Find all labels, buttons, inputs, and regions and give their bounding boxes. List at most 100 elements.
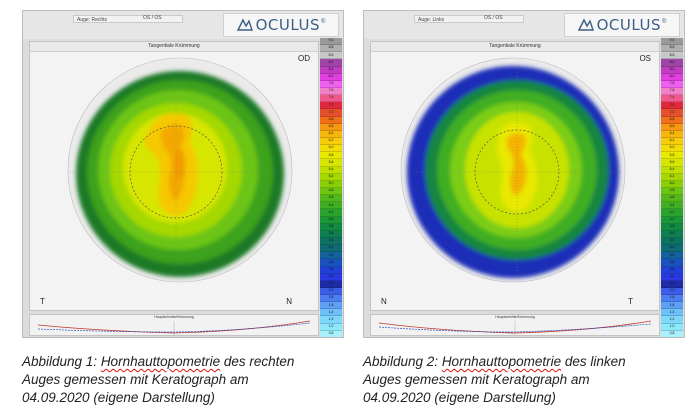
caption-line-2: Auges gemessen mit Keratograph am xyxy=(22,372,249,387)
color-scale-cell: 7,0 xyxy=(320,109,342,117)
meridian-graph: Hauptschnitte/Krümmung xyxy=(29,314,319,336)
color-scale-cell: 8,4 xyxy=(320,59,342,67)
color-scale-cell: 5,2 xyxy=(320,173,342,181)
color-scale-cell: 3,6 xyxy=(320,230,342,238)
eye-label: OD xyxy=(298,54,310,63)
color-scale-cell: 2,0 xyxy=(320,287,342,296)
color-scale-cell: 7,6 xyxy=(661,87,683,96)
color-scale-cell: 4,8 xyxy=(320,187,342,196)
color-scale-cell: 7,0 xyxy=(661,109,683,117)
color-scale-cell: 7,6 xyxy=(320,87,342,96)
oculus-logo-mark-icon xyxy=(236,18,253,31)
meridian-curves xyxy=(37,320,311,335)
color-scale-cell: 1,0 xyxy=(661,323,683,331)
color-scale-cell: 2,4 xyxy=(661,273,683,281)
color-scale-cell: 1,6 xyxy=(661,302,683,310)
color-scale-cell: 7,2 xyxy=(320,102,342,110)
color-scale-cell: 3,4 xyxy=(320,237,342,246)
color-scale-cell: 6,8 xyxy=(661,116,683,124)
color-scale: 9,0 8,8 8,6 8,4 8,2 8,0 7,8 7,6 7,4 7,2 7,0 6,8 6,6 6… xyxy=(320,38,342,337)
caption-line-2: Auges gemessen mit Keratograph am xyxy=(363,372,590,387)
registered-mark: ® xyxy=(661,19,667,25)
panel-header: Auge: Rechts OS / OS OCULUS ® xyxy=(23,11,343,39)
color-scale-cell: 5,4 xyxy=(661,166,683,174)
color-scale-cell: 8,2 xyxy=(661,66,683,74)
meridian-curves xyxy=(378,320,652,335)
caption-line-3: 04.09.2020 (eigene Darstellung) xyxy=(22,390,215,405)
topography-panel-left-eye: Auge: Links OS / OS OCULUS ® Tangentiale… xyxy=(363,10,685,338)
color-scale-cell: 5,4 xyxy=(320,166,342,174)
curvature-map-frame[interactable]: Tangentiale Krümmung OD T N xyxy=(29,41,319,311)
color-scale-cell: 5,8 xyxy=(320,152,342,160)
caption-rest: des rechten xyxy=(220,354,295,369)
color-scale-cell: 4,6 xyxy=(661,195,683,203)
color-scale-cell: 4,0 xyxy=(661,216,683,224)
color-scale-cell: 3,0 xyxy=(320,252,342,260)
caption-line-1: Abbildung 2: Hornhauttopometrie des link… xyxy=(363,353,693,371)
color-scale-cell: 6,8 xyxy=(320,116,342,124)
color-scale-cell: 3,2 xyxy=(661,245,683,253)
color-scale-cell: 2,8 xyxy=(320,259,342,267)
color-scale-cell: 1,4 xyxy=(320,309,342,317)
color-scale-cell: 6,4 xyxy=(320,130,342,138)
eye-label: OS xyxy=(639,54,651,63)
color-scale-cell: 6,0 xyxy=(661,145,683,153)
color-scale-cell: 7,8 xyxy=(661,80,683,88)
color-scale-cell: 1,2 xyxy=(320,316,342,324)
eye-field: Auge: Links xyxy=(414,15,524,23)
color-scale-cell: 4,4 xyxy=(661,202,683,210)
corner-label-left: N xyxy=(381,297,387,306)
graph-title: Hauptschnitte/Krümmung xyxy=(154,315,194,319)
caption-underlined-term: Hornhauttopometrie xyxy=(441,354,562,369)
color-scale-cell: 3,8 xyxy=(320,223,342,231)
color-scale-cell: 4,4 xyxy=(320,202,342,210)
curvature-map xyxy=(67,57,293,283)
registered-mark: ® xyxy=(320,19,326,25)
color-scale-cell: 8,8 xyxy=(661,45,683,53)
color-scale-cell: 7,4 xyxy=(661,95,683,103)
date-field: OS / OS xyxy=(484,15,503,21)
color-scale-cell: 9,0 xyxy=(661,38,683,46)
color-scale-cell: 3,6 xyxy=(661,230,683,238)
color-scale-column: 9,0 8,8 8,6 8,4 8,2 8,0 7,8 7,6 7,4 7,2 7,0 6,8 6,6 6… xyxy=(320,38,342,337)
color-scale-cell: 8,2 xyxy=(320,66,342,74)
color-scale-cell: 2,6 xyxy=(320,266,342,274)
color-scale-cell: 8,4 xyxy=(661,59,683,67)
color-scale-cell: 1,6 xyxy=(320,302,342,310)
color-scale-cell: 5,0 xyxy=(661,180,683,188)
caption-line-3: 04.09.2020 (eigene Darstellung) xyxy=(363,390,556,405)
color-scale-cell: 6,6 xyxy=(661,123,683,131)
color-scale-cell: 6,2 xyxy=(320,137,342,146)
color-scale-cell: 5,8 xyxy=(661,152,683,160)
color-scale-cell: 4,2 xyxy=(320,209,342,217)
zone-peak xyxy=(175,148,185,180)
figure-caption-2: Abbildung 2: Hornhauttopometrie des link… xyxy=(363,353,693,407)
color-scale-cell: 5,6 xyxy=(661,159,683,167)
map-title: Tangentiale Krümmung xyxy=(30,42,318,52)
color-scale-cell: 7,2 xyxy=(661,102,683,110)
topography-panel-right-eye: Auge: Rechts OS / OS OCULUS ® Tangential… xyxy=(22,10,344,338)
color-scale-cell: 4,2 xyxy=(661,209,683,217)
color-scale-cell: 1,0 xyxy=(320,323,342,331)
zone-hot xyxy=(507,133,527,195)
figure-caption-1: Abbildung 1: Hornhauttopometrie des rech… xyxy=(22,353,352,407)
color-scale-cell: 9,0 xyxy=(320,38,342,46)
color-scale-column: 9,0 8,8 8,6 8,4 8,2 8,0 7,8 7,6 7,4 7,2 7,0 6,8 6,6 6… xyxy=(661,38,683,337)
zone-hot xyxy=(160,124,186,201)
curvature-map-frame[interactable]: Tangentiale Krümmung OS N T xyxy=(370,41,660,311)
color-scale-cell: 6,0 xyxy=(320,145,342,153)
caption-rest: des linken xyxy=(561,354,626,369)
color-scale-cell: 3,4 xyxy=(661,237,683,246)
color-scale-cell: 6,4 xyxy=(661,130,683,138)
color-scale-cell: 1,8 xyxy=(661,295,683,303)
color-scale-cell: 6,2 xyxy=(661,137,683,146)
color-scale-cell: 4,8 xyxy=(661,187,683,196)
corner-label-right: T xyxy=(628,297,633,306)
color-scale-cell: 0,8 xyxy=(661,330,683,337)
color-scale-cell: 1,2 xyxy=(661,316,683,324)
brand-name: OCULUS xyxy=(596,16,661,34)
color-scale-cell: 8,6 xyxy=(661,52,683,60)
color-scale-cell: 3,8 xyxy=(661,223,683,231)
graph-title: Hauptschnitte/Krümmung xyxy=(495,315,535,319)
color-scale-cell: 5,2 xyxy=(661,173,683,181)
